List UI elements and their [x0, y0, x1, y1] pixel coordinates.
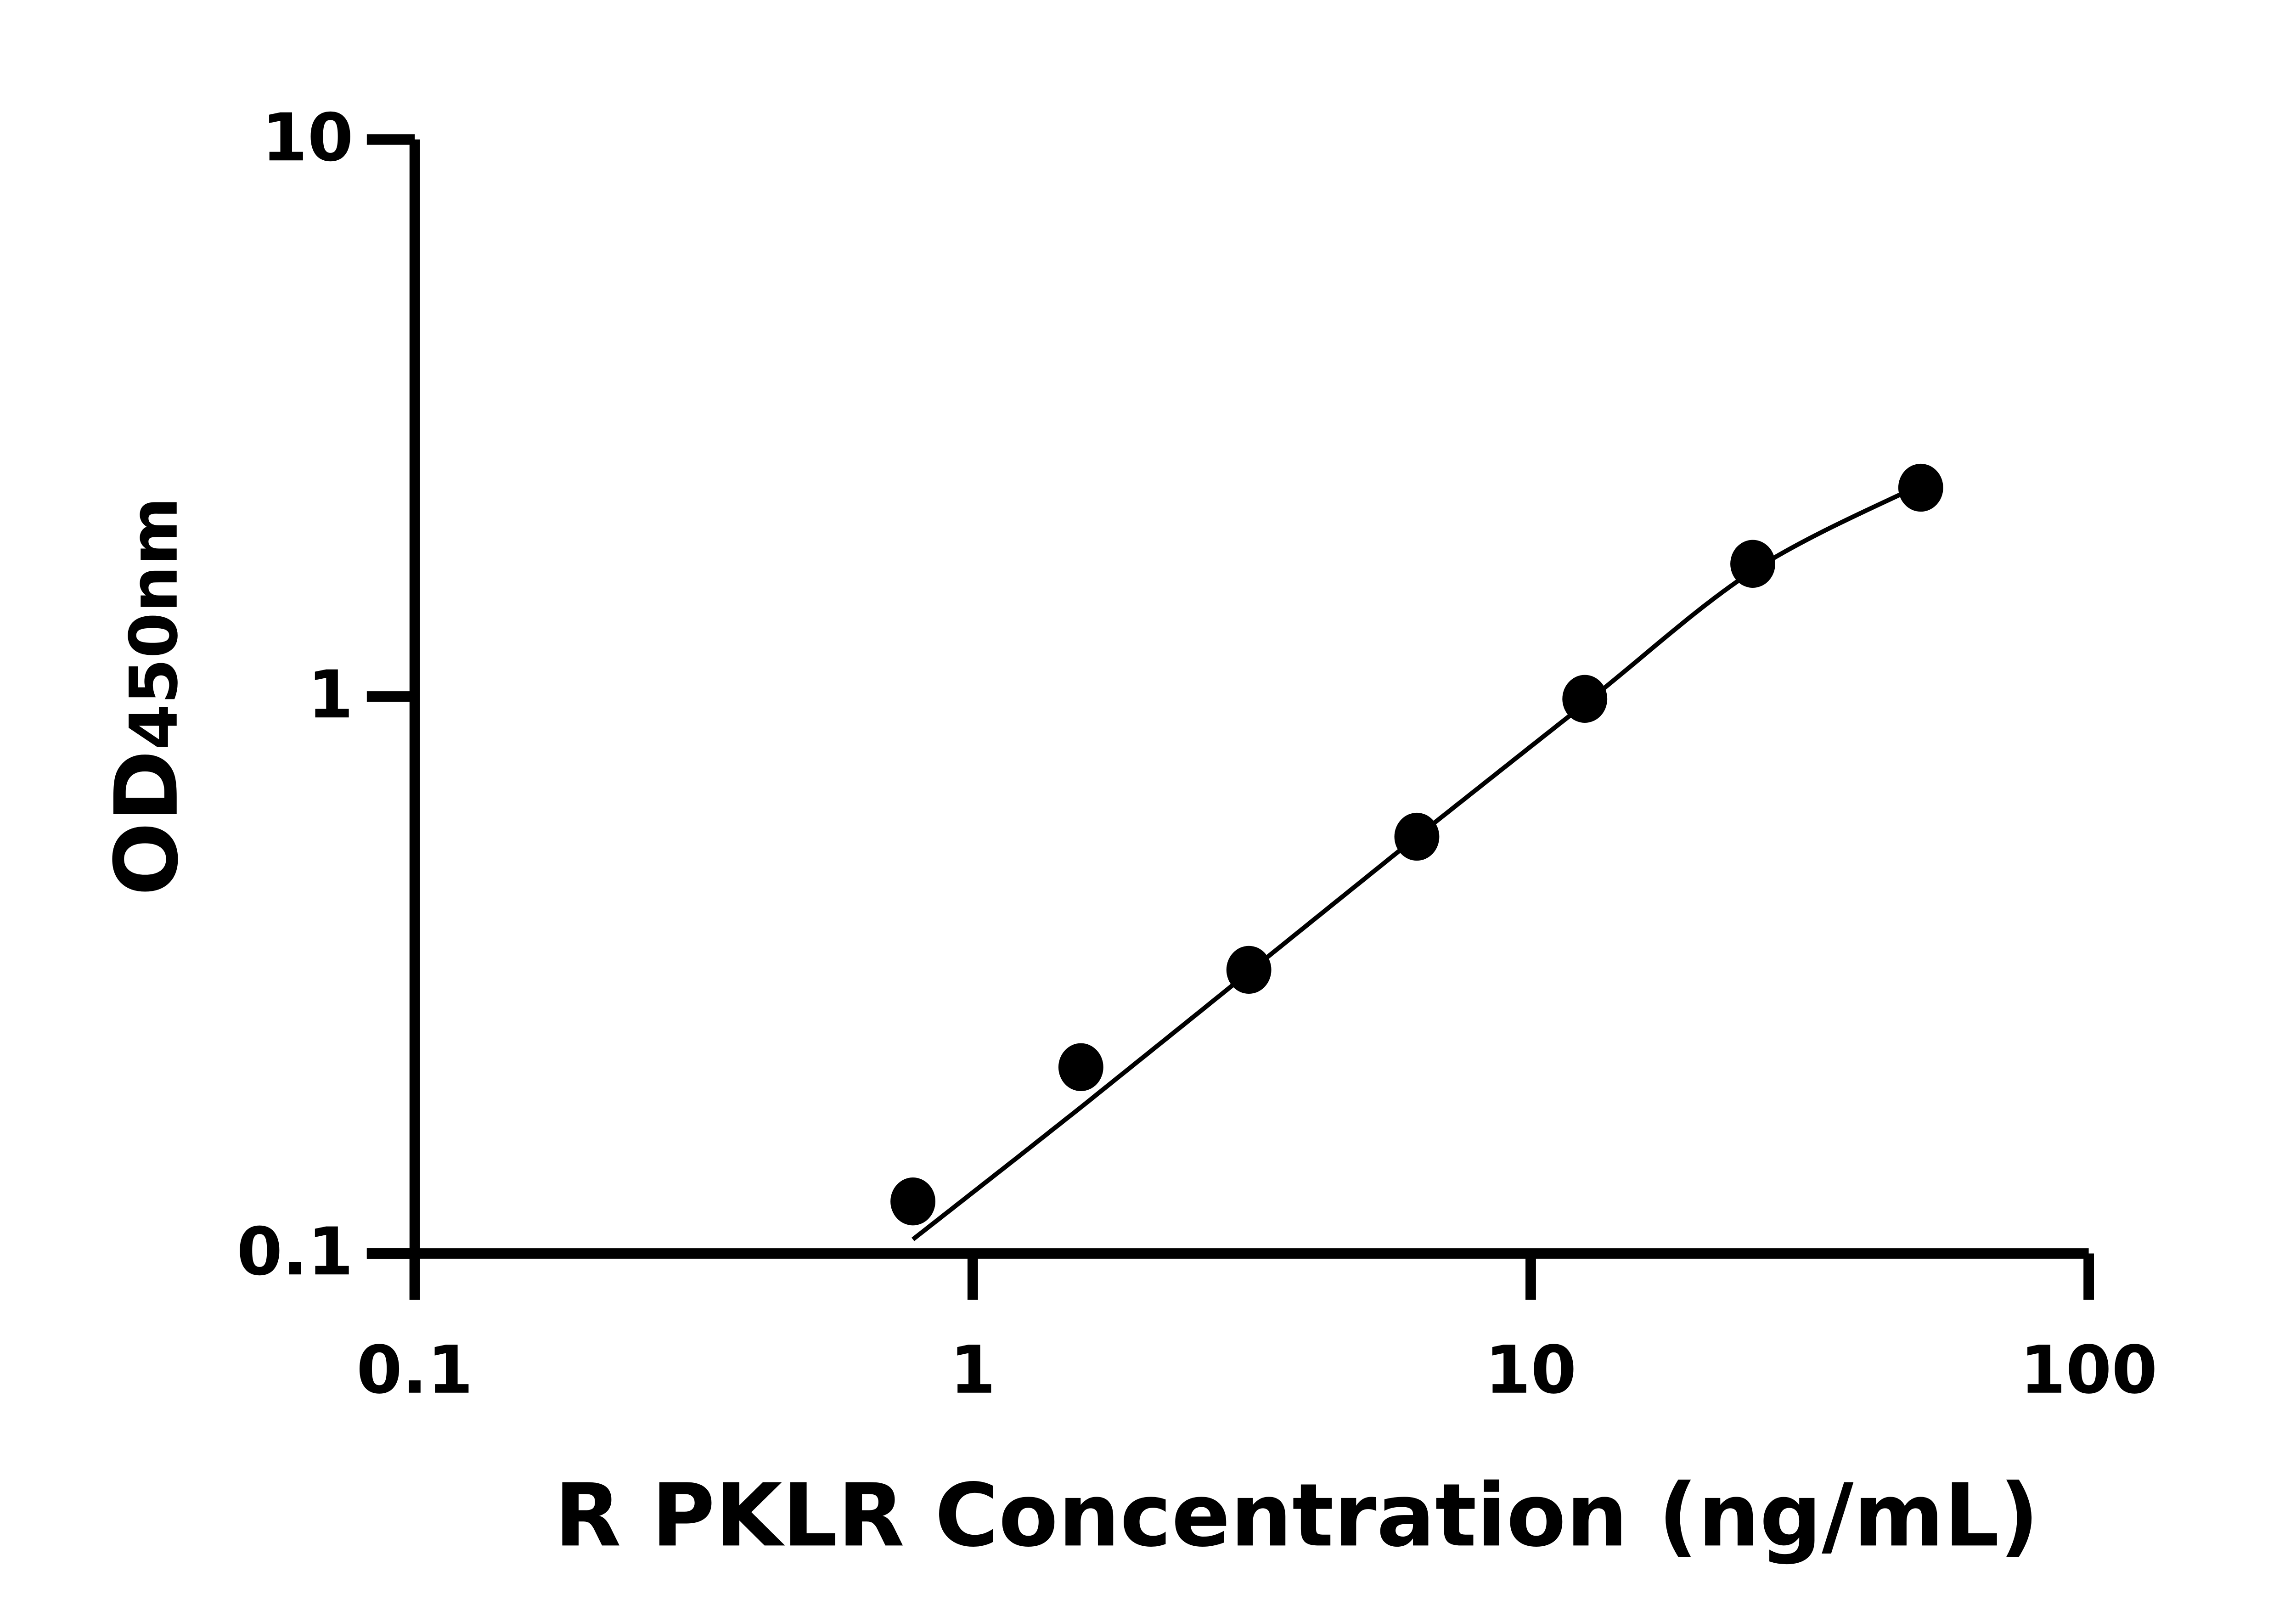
axes: 0.1 1 10 100 0.1 1 10 — [236, 99, 2157, 1408]
y-axis-label-sub: 450nm — [116, 497, 192, 750]
data-point — [1562, 675, 1608, 723]
x-tick-label: 1 — [950, 1332, 996, 1408]
y-axis-label-main: OD — [96, 750, 197, 896]
data-point — [1898, 463, 1943, 512]
data-point — [1058, 1043, 1103, 1092]
y-axis-label: OD450nm — [96, 497, 197, 896]
x-axis-label: R PKLR Concentration (ng/mL) — [554, 1464, 2039, 1566]
data-point — [1730, 540, 1775, 588]
data-point — [890, 1177, 935, 1226]
data-points — [890, 463, 1943, 1226]
data-point — [1394, 812, 1440, 861]
x-tick-label: 0.1 — [356, 1332, 473, 1408]
x-tick-label: 100 — [2020, 1332, 2157, 1408]
y-tick-label: 0.1 — [236, 1213, 353, 1290]
fit-curve — [912, 483, 1922, 1241]
y-tick-label: 1 — [308, 656, 354, 733]
x-tick-label: 10 — [1485, 1332, 1577, 1408]
y-tick-label: 10 — [262, 99, 354, 176]
data-point — [1226, 946, 1272, 994]
